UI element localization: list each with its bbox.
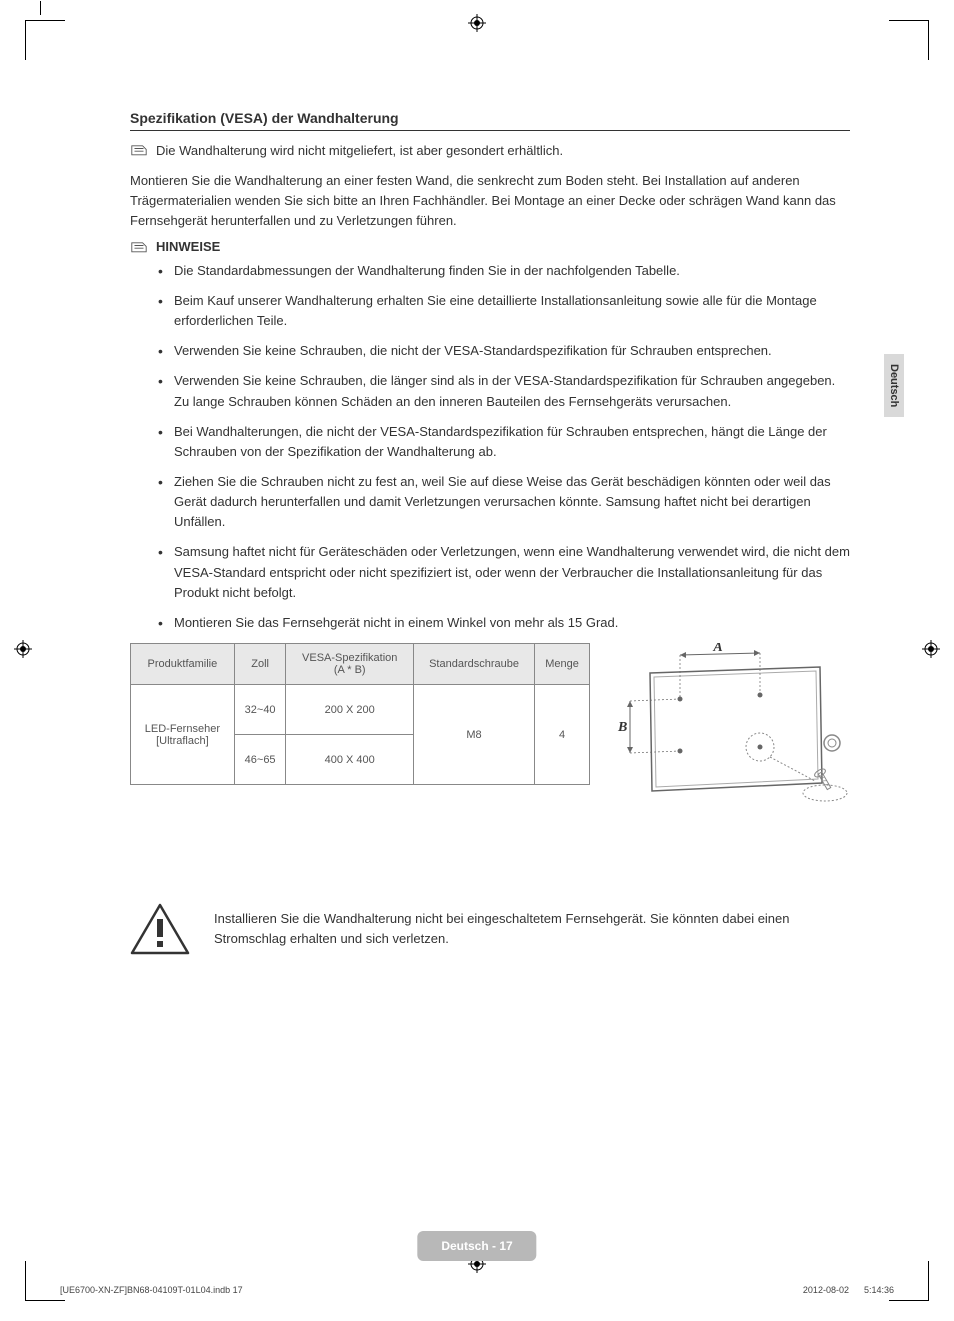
note-icon <box>130 143 148 157</box>
table-header: Produktfamilie <box>131 644 235 685</box>
print-metadata: [UE6700-XN-ZF]BN68-04109T-01L04.indb 17 … <box>60 1285 894 1295</box>
hinweise-label: HINWEISE <box>156 239 220 254</box>
intro-note: Die Wandhalterung wird nicht mitgeliefer… <box>130 141 850 161</box>
table-diagram-row: Produktfamilie Zoll VESA-Spezifikation (… <box>130 643 850 803</box>
registration-mark-icon <box>922 640 940 658</box>
diagram-label-b: B <box>617 720 627 735</box>
diagram-label-a: A <box>712 643 722 655</box>
page-number-badge: Deutsch - 17 <box>417 1231 536 1261</box>
spec-table: Produktfamilie Zoll VESA-Spezifikation (… <box>130 643 590 785</box>
print-meta-left: [UE6700-XN-ZF]BN68-04109T-01L04.indb 17 <box>60 1285 243 1295</box>
list-item: Verwenden Sie keine Schrauben, die nicht… <box>158 341 850 361</box>
bullet-list: Die Standardabmessungen der Wandhalterun… <box>130 261 850 633</box>
list-item: Montieren Sie das Fernsehgerät nicht in … <box>158 613 850 633</box>
print-meta-right: 2012-08-02 5:14:36 <box>803 1285 894 1295</box>
table-cell: M8 <box>413 685 534 785</box>
list-item: Beim Kauf unserer Wandhalterung erhalten… <box>158 291 850 331</box>
note-icon <box>130 241 148 255</box>
warning-block: Installieren Sie die Wandhalterung nicht… <box>130 903 850 955</box>
crop-mark-tr <box>889 20 929 60</box>
table-header: Standardschraube <box>413 644 534 685</box>
hinweise-heading: HINWEISE <box>130 239 850 255</box>
registration-mark-icon <box>14 640 32 658</box>
vesa-diagram: A B <box>610 643 850 803</box>
section-title: Spezifikation (VESA) der Wandhalterung <box>130 110 850 131</box>
page-content: Spezifikation (VESA) der Wandhalterung D… <box>130 110 850 955</box>
list-item: Verwenden Sie keine Schrauben, die länge… <box>158 371 850 411</box>
intro-note-text: Die Wandhalterung wird nicht mitgeliefer… <box>156 141 563 161</box>
table-header: Menge <box>535 644 590 685</box>
table-cell: 32~40 <box>234 685 286 735</box>
table-cell: 4 <box>535 685 590 785</box>
table-cell: 46~65 <box>234 735 286 785</box>
crop-mark-tl <box>25 20 65 60</box>
list-item: Ziehen Sie die Schrauben nicht zu fest a… <box>158 472 850 532</box>
language-tab: Deutsch <box>884 354 904 417</box>
list-item: Die Standardabmessungen der Wandhalterun… <box>158 261 850 281</box>
table-header: VESA-Spezifikation (A * B) <box>286 644 414 685</box>
table-cell: 400 X 400 <box>286 735 414 785</box>
warning-text: Installieren Sie die Wandhalterung nicht… <box>214 909 850 949</box>
crop-mark-bl <box>25 1261 65 1301</box>
registration-mark-icon <box>468 14 486 32</box>
body-paragraph: Montieren Sie die Wandhalterung an einer… <box>130 171 850 231</box>
table-cell: LED-Fernseher [Ultraflach] <box>131 685 235 785</box>
list-item: Bei Wandhalterungen, die nicht der VESA-… <box>158 422 850 462</box>
crop-mark-br <box>889 1261 929 1301</box>
list-item: Samsung haftet nicht für Geräteschäden o… <box>158 542 850 602</box>
warning-icon <box>130 903 190 955</box>
table-header: Zoll <box>234 644 286 685</box>
table-cell: 200 X 200 <box>286 685 414 735</box>
